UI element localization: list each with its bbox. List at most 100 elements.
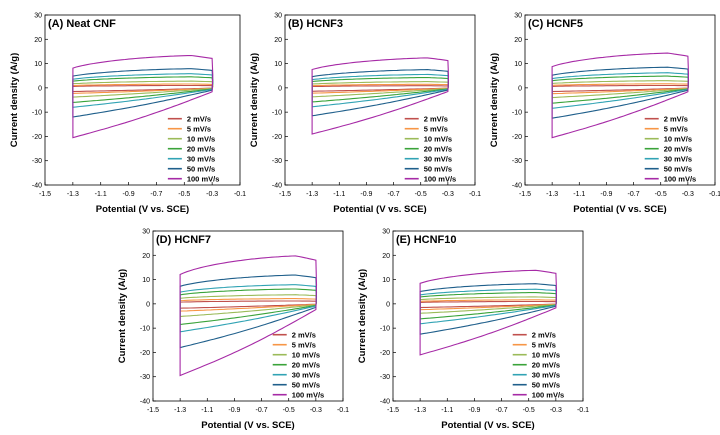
y-tick-label: 20: [514, 37, 522, 44]
x-tick-label: -0.3: [206, 191, 218, 198]
y-tick-label: -10: [32, 110, 42, 117]
legend-label: 2 mV/s: [424, 115, 448, 124]
legend-label: 10 mV/s: [424, 135, 452, 144]
y-axis-label: Current density (A/g): [249, 53, 260, 147]
x-tick-label: -0.1: [577, 407, 589, 414]
cv-curve-100mvs: [551, 52, 690, 139]
y-axis-label: Current density (A/g): [117, 269, 128, 363]
panel-4: -40 -30 -20 -10 0 10 20 30 -1.5 -1.3 -1.1 -0.9 -0.7 -…: [117, 229, 349, 432]
panel-title: (A) Neat CNF: [48, 18, 116, 30]
y-tick-label: -30: [32, 158, 42, 165]
y-tick-label: -20: [140, 350, 150, 357]
cv-curve-100mvs: [311, 57, 450, 135]
y-tick-label: 20: [34, 37, 42, 44]
legend-label: 2 mV/s: [292, 331, 316, 340]
panel-3: -40 -30 -20 -10 0 10 20 30 -1.5 -1.3 -1.1 -0.9 -0.7 -…: [489, 13, 720, 216]
y-tick-label: -20: [380, 350, 390, 357]
y-tick-label: -30: [140, 374, 150, 381]
y-axis-label: Current density (A/g): [9, 53, 20, 147]
x-axis-label: Potential (V vs. SCE): [333, 204, 426, 215]
y-tick-label: 0: [518, 85, 522, 92]
x-tick-label: -1.5: [39, 191, 51, 198]
x-tick-label: -0.3: [550, 407, 562, 414]
y-tick-label: -10: [380, 326, 390, 333]
legend-label: 30 mV/s: [664, 155, 692, 164]
legend-label: 100 mV/s: [187, 175, 220, 184]
panel-1: -40 -30 -20 -10 0 10 20 30 -1.5 -1.3 -1.1 -0.9 -0.7 -…: [9, 13, 246, 216]
panel-title: (E) HCNF10: [396, 234, 457, 246]
y-tick-label: -10: [140, 326, 150, 333]
y-tick-label: 20: [274, 37, 282, 44]
legend-label: 5 mV/s: [292, 341, 316, 350]
legend-label: 20 mV/s: [664, 145, 692, 154]
x-tick-label: -0.1: [709, 191, 720, 198]
x-tick-label: -1.1: [441, 407, 453, 414]
x-tick-label: -0.5: [283, 407, 295, 414]
cv-curve-100mvs: [179, 255, 318, 377]
x-tick-label: -1.1: [201, 407, 213, 414]
legend-label: 2 mV/s: [187, 115, 211, 124]
y-tick-label: 10: [142, 277, 150, 284]
legend-label: 50 mV/s: [532, 381, 560, 390]
y-tick-label: 30: [34, 13, 42, 20]
x-tick-label: -0.7: [628, 191, 640, 198]
cv-curve-100mvs: [72, 54, 214, 139]
x-tick-label: -1.3: [414, 407, 426, 414]
legend-label: 30 mV/s: [424, 155, 452, 164]
plot-frame: [152, 230, 344, 402]
x-tick-label: -0.9: [123, 191, 135, 198]
x-tick-label: -0.9: [600, 191, 612, 198]
y-tick-label: -20: [32, 134, 42, 141]
plot-frame: [44, 14, 241, 186]
legend-label: 5 mV/s: [187, 125, 211, 134]
y-tick-label: 30: [514, 13, 522, 20]
y-tick-label: 10: [34, 61, 42, 68]
x-axis-label: Potential (V vs. SCE): [441, 420, 534, 431]
x-tick-label: -0.7: [256, 407, 268, 414]
y-tick-label: -40: [512, 183, 522, 190]
x-axis-label: Potential (V vs. SCE): [201, 420, 294, 431]
plot-frame: [524, 14, 716, 186]
x-tick-label: -1.1: [333, 191, 345, 198]
x-tick-label: -0.5: [655, 191, 667, 198]
y-tick-label: -40: [272, 183, 282, 190]
y-tick-label: 20: [142, 253, 150, 260]
x-tick-label: -1.1: [95, 191, 107, 198]
y-tick-label: 30: [274, 13, 282, 20]
legend-label: 30 mV/s: [532, 371, 560, 380]
x-tick-label: -0.5: [523, 407, 535, 414]
legend-label: 30 mV/s: [187, 155, 215, 164]
y-axis-label: Current density (A/g): [489, 53, 500, 147]
x-tick-label: -1.5: [279, 191, 291, 198]
y-tick-label: 30: [142, 229, 150, 236]
y-tick-label: 30: [382, 229, 390, 236]
x-tick-label: -1.5: [147, 407, 159, 414]
legend-label: 20 mV/s: [424, 145, 452, 154]
y-tick-label: 0: [278, 85, 282, 92]
x-axis-label: Potential (V vs. SCE): [96, 204, 189, 215]
legend-label: 2 mV/s: [664, 115, 688, 124]
x-tick-label: -1.3: [546, 191, 558, 198]
y-tick-label: 10: [274, 61, 282, 68]
y-tick-label: 0: [38, 85, 42, 92]
y-tick-label: -30: [512, 158, 522, 165]
y-axis-label: Current density (A/g): [357, 269, 368, 363]
x-tick-label: -0.7: [496, 407, 508, 414]
x-tick-label: -0.7: [388, 191, 400, 198]
legend-label: 100 mV/s: [292, 391, 325, 400]
plot-frame: [392, 230, 584, 402]
x-tick-label: -1.3: [306, 191, 318, 198]
plot-frame: [284, 14, 476, 186]
y-tick-label: -40: [380, 399, 390, 406]
legend-label: 5 mV/s: [664, 125, 688, 134]
x-tick-label: -0.5: [415, 191, 427, 198]
y-tick-label: -40: [140, 399, 150, 406]
legend-label: 20 mV/s: [532, 361, 560, 370]
legend-label: 20 mV/s: [292, 361, 320, 370]
legend-label: 100 mV/s: [664, 175, 697, 184]
y-tick-label: -10: [512, 110, 522, 117]
x-tick-label: -0.5: [178, 191, 190, 198]
y-tick-label: 20: [382, 253, 390, 260]
x-tick-label: -0.3: [682, 191, 694, 198]
